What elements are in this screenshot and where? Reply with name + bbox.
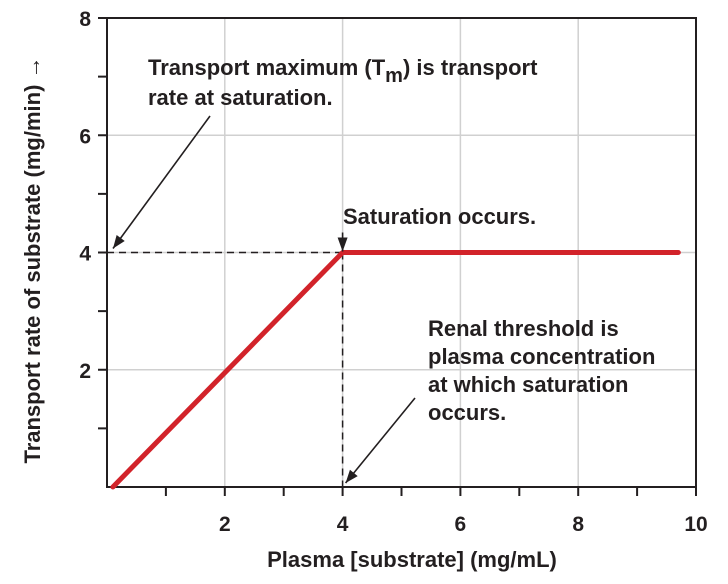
x-tick-label-10: 10 (684, 513, 707, 536)
saturation-annotation: Saturation occurs. (343, 204, 536, 229)
threshold-annotation-line3: at which saturation (428, 372, 628, 397)
x-tick-label-2: 2 (219, 513, 231, 536)
x-tick-label-4: 4 (337, 513, 349, 536)
reference-lines (107, 251, 344, 487)
threshold-annotation-line4: occurs. (428, 400, 506, 425)
threshold-annotation-line1: Renal threshold is (428, 316, 619, 341)
saturation-arrow-icon (337, 232, 348, 252)
tm-annotation-sub: m (385, 65, 403, 87)
x-axis-title: Plasma [substrate] (mg/mL) (267, 547, 557, 572)
tm-arrow-icon (112, 115, 211, 249)
tm-annotation-line2: rate at saturation. (148, 85, 333, 110)
axes (98, 17, 697, 496)
series-line-0 (110, 250, 681, 490)
tm-annotation-post: ) is transport (403, 55, 538, 80)
threshold-arrow-icon-head (345, 469, 358, 483)
y-tick-label-6: 6 (79, 125, 91, 148)
x-tick-label-6: 6 (455, 513, 467, 536)
tick-labels: 2 4 6 8 10 2 4 6 8 (79, 8, 707, 536)
threshold-annotation-line2: plasma concentration (428, 344, 655, 369)
tm-arrow-icon-shaft (112, 115, 211, 249)
series (110, 250, 681, 490)
x-tick-label-8: 8 (572, 513, 584, 536)
tm-annotation-pre: Transport maximum (T (148, 55, 386, 80)
threshold-arrow-icon (344, 397, 416, 484)
tm-arrow-icon-head (113, 235, 125, 249)
y-tick-label-4: 4 (79, 243, 91, 266)
threshold-arrow-icon-shaft (344, 397, 416, 484)
annotation-arrows (112, 115, 416, 484)
tm-annotation-line1: Transport maximum (Tm) is transport (148, 55, 538, 87)
y-axis-title: Transport rate of substrate (mg/min) → (20, 56, 45, 463)
y-tick-label-2: 2 (79, 360, 91, 383)
y-tick-label-8: 8 (79, 8, 91, 31)
saturation-arrow-icon-head (337, 237, 348, 252)
